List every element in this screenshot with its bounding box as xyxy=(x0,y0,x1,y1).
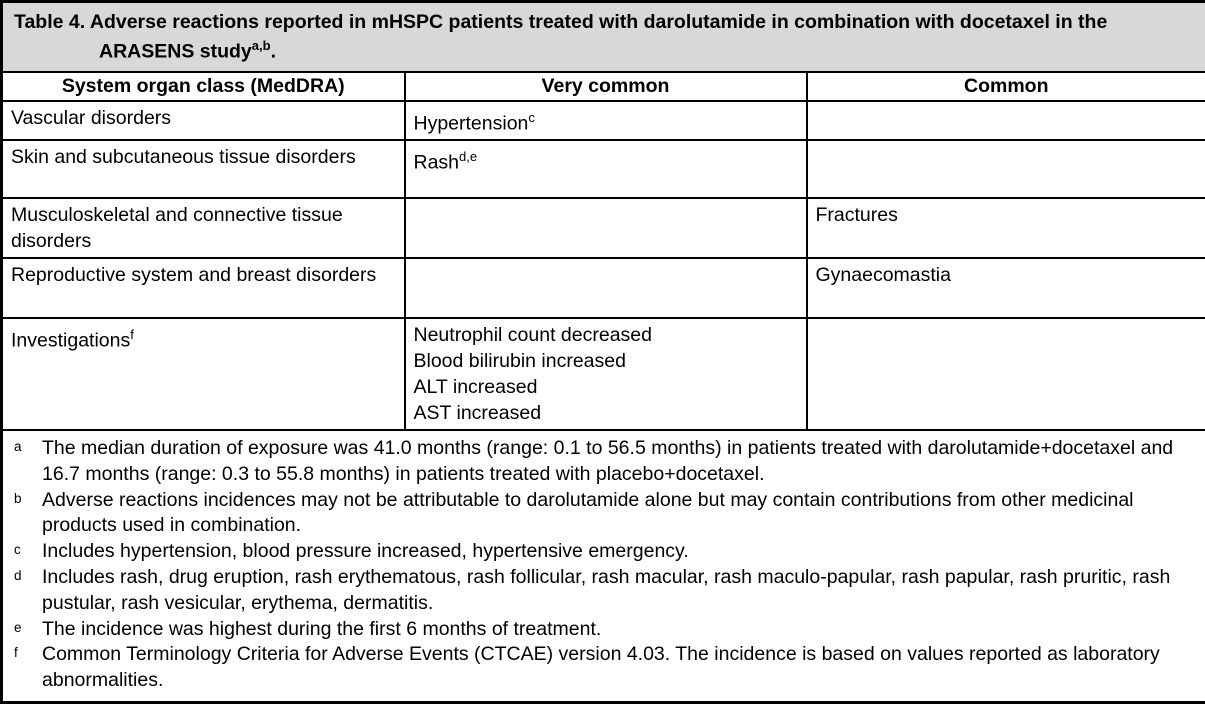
footnote-text: Adverse reactions incidences may not be … xyxy=(42,488,1197,540)
soc-label: Vascular disorders xyxy=(11,107,171,129)
cell-common-empty xyxy=(807,140,1205,198)
footnote-b: b Adverse reactions incidences may not b… xyxy=(11,488,1197,540)
footnote-a: a The median duration of exposure was 41… xyxy=(11,436,1197,488)
soc-label: Investigations xyxy=(11,330,130,352)
reaction-label: Neutrophil count decreased xyxy=(414,322,798,348)
footnote-marker: d xyxy=(11,565,42,586)
table-title-row: Table 4. Adverse reactions reported in m… xyxy=(2,2,1205,72)
cell-common-empty xyxy=(807,318,1205,430)
reaction-label: Fractures xyxy=(816,204,898,226)
footnote-marker: f xyxy=(11,642,42,663)
cell-very-common: Hypertensionc xyxy=(405,101,807,141)
table-row-musculoskeletal: Musculoskeletal and connective tissue di… xyxy=(2,198,1205,258)
col-header-very-common: Very common xyxy=(405,72,807,101)
soc-label: Musculoskeletal and connective tissue di… xyxy=(11,204,343,252)
footnote-f: f Common Terminology Criteria for Advers… xyxy=(11,642,1197,694)
reaction-label: AST increased xyxy=(414,400,798,426)
table-row-skin: Skin and subcutaneous tissue disorders R… xyxy=(2,140,1205,198)
footnotes-cell: a The median duration of exposure was 41… xyxy=(2,430,1205,702)
footnote-marker: e xyxy=(11,617,42,638)
reaction-label: ALT increased xyxy=(414,374,798,400)
cell-very-common-empty xyxy=(405,198,807,258)
footnote-d: d Includes rash, drug eruption, rash ery… xyxy=(11,565,1197,617)
table-title: Table 4. Adverse reactions reported in m… xyxy=(2,2,1205,72)
col-header-common: Common xyxy=(807,72,1205,101)
footnote-marker: c xyxy=(11,539,42,560)
col-header-system-organ-class: System organ class (MedDRA) xyxy=(2,72,405,101)
cell-common: Gynaecomastia xyxy=(807,258,1205,318)
cell-very-common: Neutrophil count decreased Blood bilirub… xyxy=(405,318,807,430)
cell-soc: Investigationsf xyxy=(2,318,405,430)
footnote-c: c Includes hypertension, blood pressure … xyxy=(11,539,1197,565)
cell-common-empty xyxy=(807,101,1205,141)
reaction-superscript: c xyxy=(528,110,535,125)
footnotes-row: a The median duration of exposure was 41… xyxy=(2,430,1205,702)
footnote-text: The incidence was highest during the fir… xyxy=(42,617,1197,643)
cell-very-common-empty xyxy=(405,258,807,318)
reaction-label: Rash xyxy=(414,152,460,174)
reaction-label: Blood bilirubin increased xyxy=(414,348,798,374)
table-title-text: Table 4. Adverse reactions reported in m… xyxy=(14,11,1107,63)
footnote-text: The median duration of exposure was 41.0… xyxy=(42,436,1197,488)
cell-soc: Reproductive system and breast disorders xyxy=(2,258,405,318)
column-header-row: System organ class (MedDRA) Very common … xyxy=(2,72,1205,101)
table-row-vascular: Vascular disorders Hypertensionc xyxy=(2,101,1205,141)
table-row-reproductive: Reproductive system and breast disorders… xyxy=(2,258,1205,318)
cell-soc: Musculoskeletal and connective tissue di… xyxy=(2,198,405,258)
cell-very-common: Rashd,e xyxy=(405,140,807,198)
reaction-superscript: d,e xyxy=(459,149,477,164)
table-title-superscript: a,b xyxy=(252,38,271,53)
table-row-investigations: Investigationsf Neutrophil count decreas… xyxy=(2,318,1205,430)
cell-soc: Vascular disorders xyxy=(2,101,405,141)
soc-label: Skin and subcutaneous tissue disorders xyxy=(11,146,356,168)
reaction-label: Gynaecomastia xyxy=(816,264,951,286)
cell-soc: Skin and subcutaneous tissue disorders xyxy=(2,140,405,198)
soc-superscript: f xyxy=(130,327,134,342)
footnote-marker: b xyxy=(11,488,42,509)
footnote-text: Includes hypertension, blood pressure in… xyxy=(42,539,1197,565)
reaction-label: Hypertension xyxy=(414,112,529,134)
footnote-e: e The incidence was highest during the f… xyxy=(11,617,1197,643)
footnote-text: Includes rash, drug eruption, rash eryth… xyxy=(42,565,1197,617)
footnote-text: Common Terminology Criteria for Adverse … xyxy=(42,642,1197,694)
soc-label: Reproductive system and breast disorders xyxy=(11,264,376,286)
document-page: Table 4. Adverse reactions reported in m… xyxy=(0,0,1205,687)
cell-common: Fractures xyxy=(807,198,1205,258)
table-title-period: . xyxy=(271,41,276,63)
footnote-marker: a xyxy=(11,436,42,457)
